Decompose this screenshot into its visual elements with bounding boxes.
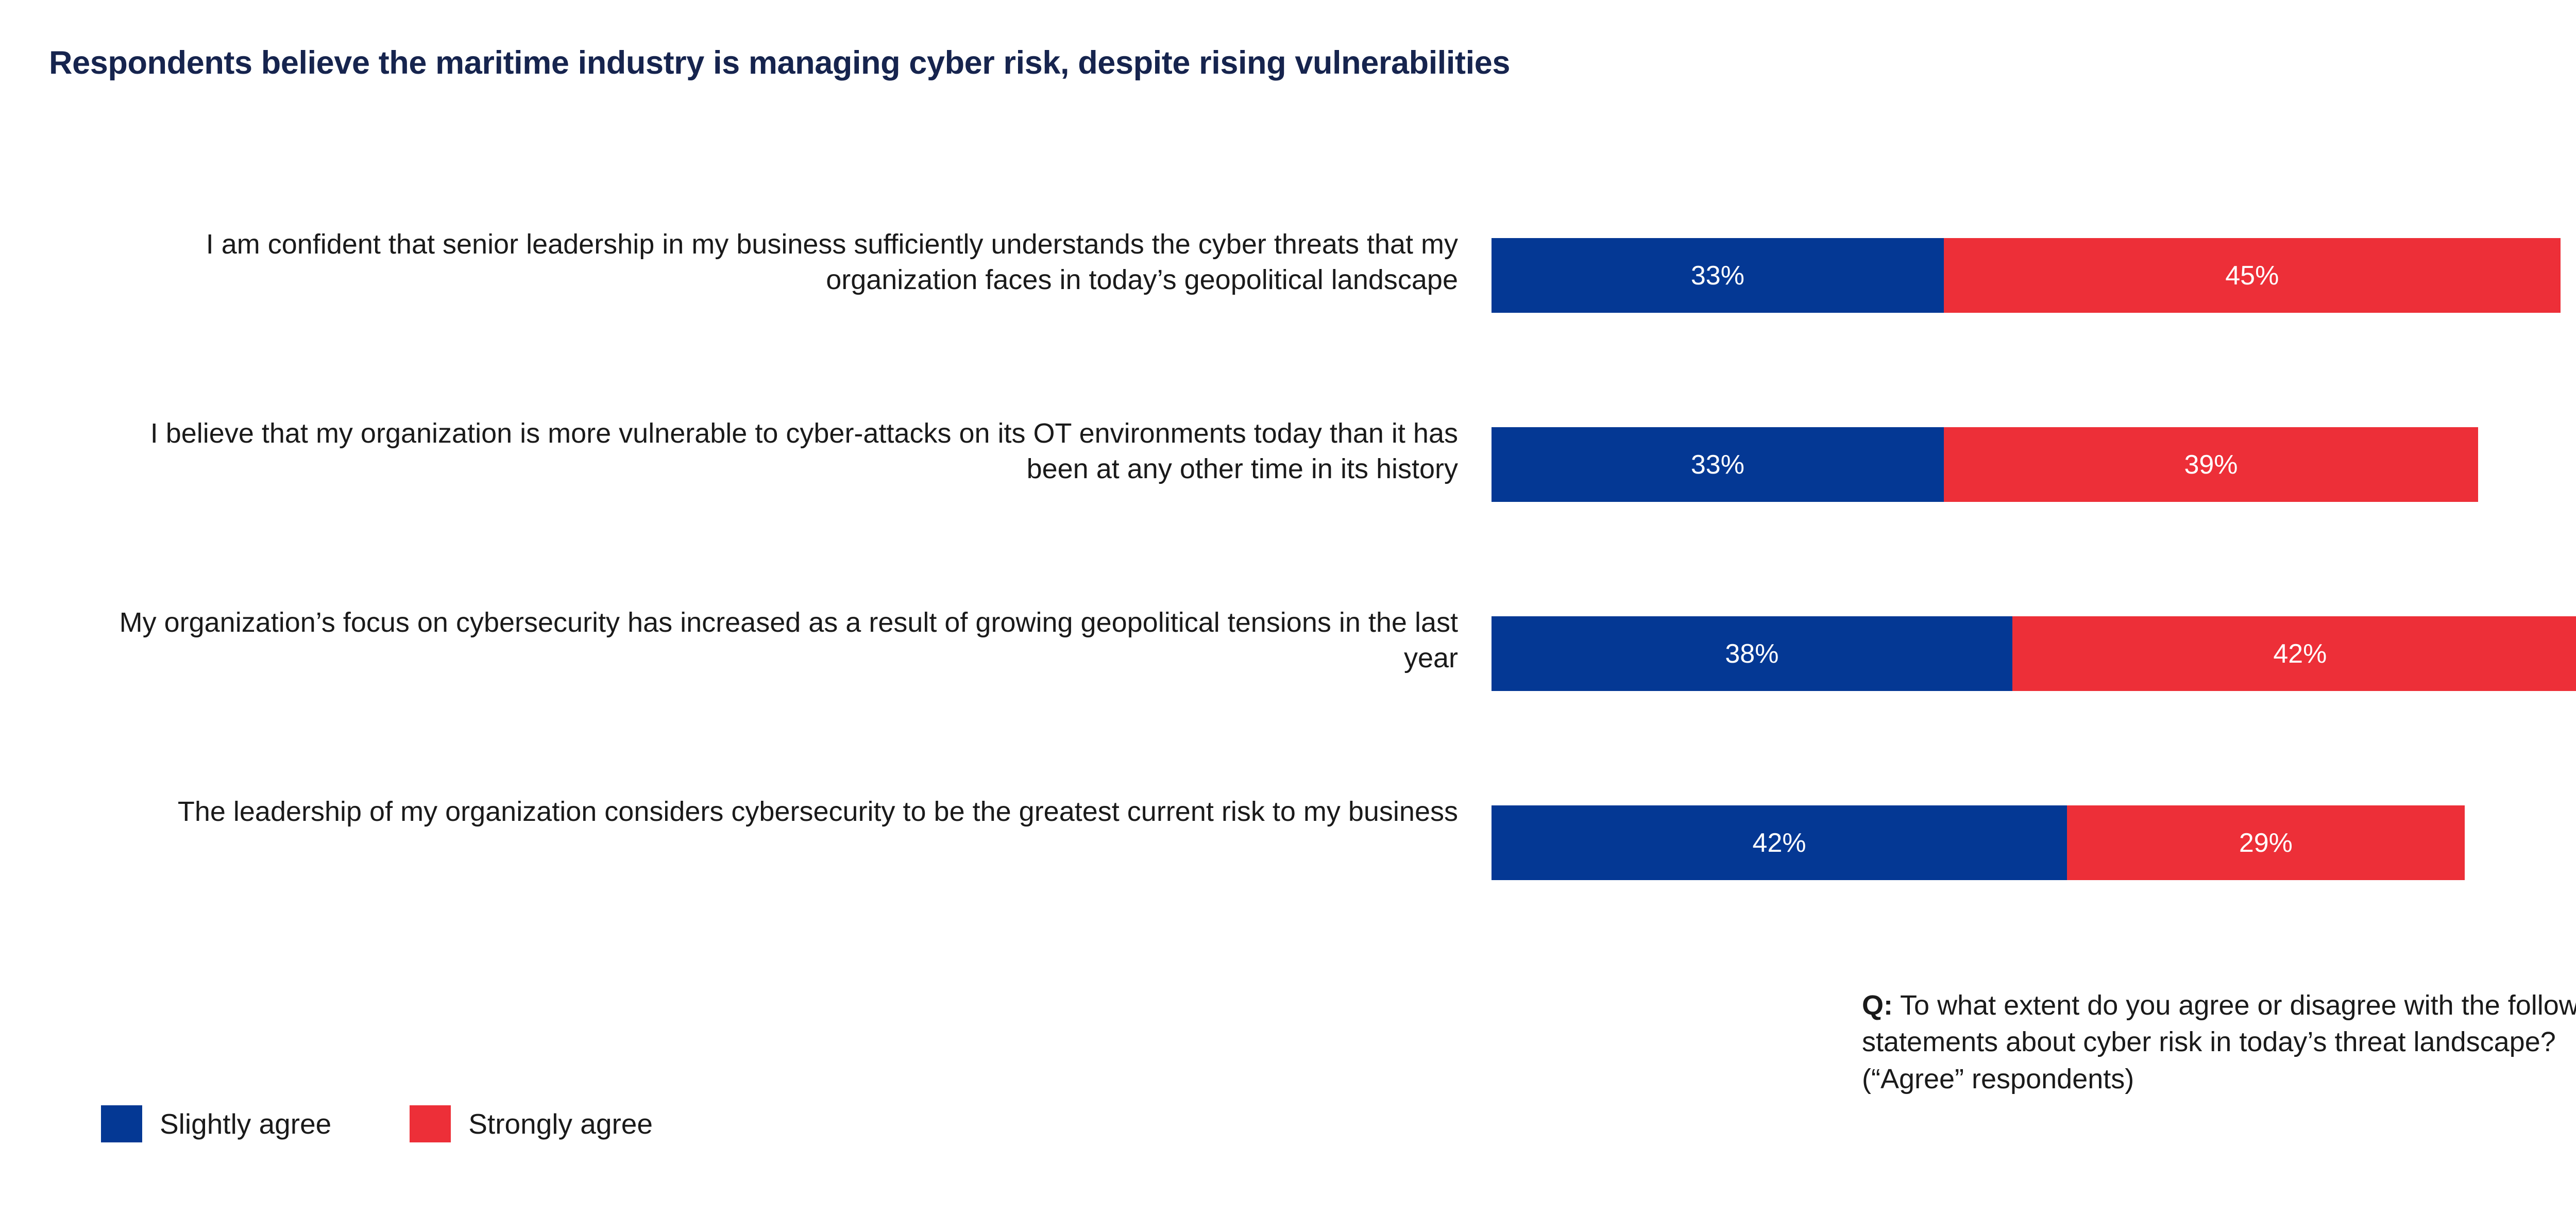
question-subnote: (“Agree” respondents) xyxy=(1862,1063,2134,1094)
bar-segment-slightly-agree: 38% xyxy=(1492,616,2012,691)
question-text: To what extent do you agree or disagree … xyxy=(1862,990,2576,1058)
row-category-label: My organization’s focus on cybersecurity… xyxy=(119,607,1458,673)
row-category-label: I believe that my organization is more v… xyxy=(150,418,1458,484)
question-prefix: Q: xyxy=(1862,990,1893,1021)
bar-segment-strongly-agree: 39% xyxy=(1943,427,2479,502)
bar-segment-slightly-agree: 33% xyxy=(1492,427,1944,502)
legend-item-slightly-agree[interactable]: Slightly agree xyxy=(101,1105,331,1142)
chart-row: My organization’s focus on cybersecurity… xyxy=(0,605,2576,703)
page-title: Respondents believe the maritime industr… xyxy=(49,45,1510,81)
chart-row: I am confident that senior leadership in… xyxy=(0,227,2576,325)
chart-row: I believe that my organization is more v… xyxy=(0,416,2576,514)
bar-segment-slightly-agree: 33% xyxy=(1492,238,1944,313)
bar-segment-slightly-agree: 42% xyxy=(1492,805,2067,880)
chart-legend: Slightly agree Strongly agree xyxy=(101,1105,653,1142)
stacked-bar: 42% 29% xyxy=(1492,805,2465,880)
row-category-label: The leadership of my organization consid… xyxy=(177,796,1458,827)
legend-label: Slightly agree xyxy=(160,1108,332,1140)
bar-segment-strongly-agree: 45% xyxy=(1943,238,2561,313)
stacked-bar: 33% 45% xyxy=(1492,238,2561,313)
legend-item-strongly-agree[interactable]: Strongly agree xyxy=(410,1105,653,1142)
bar-segment-strongly-agree: 42% xyxy=(2012,616,2576,691)
legend-swatch-icon xyxy=(410,1105,451,1142)
chart-row: The leadership of my organization consid… xyxy=(0,794,2576,892)
row-category-label: I am confident that senior leadership in… xyxy=(206,229,1458,295)
stacked-bar: 38% 42% xyxy=(1492,616,2576,691)
question-note: Q: To what extent do you agree or disagr… xyxy=(1862,987,2576,1098)
legend-swatch-icon xyxy=(101,1105,142,1142)
stacked-bar: 33% 39% xyxy=(1492,427,2479,502)
bar-segment-strongly-agree: 29% xyxy=(2067,805,2465,880)
legend-label: Strongly agree xyxy=(468,1108,653,1140)
